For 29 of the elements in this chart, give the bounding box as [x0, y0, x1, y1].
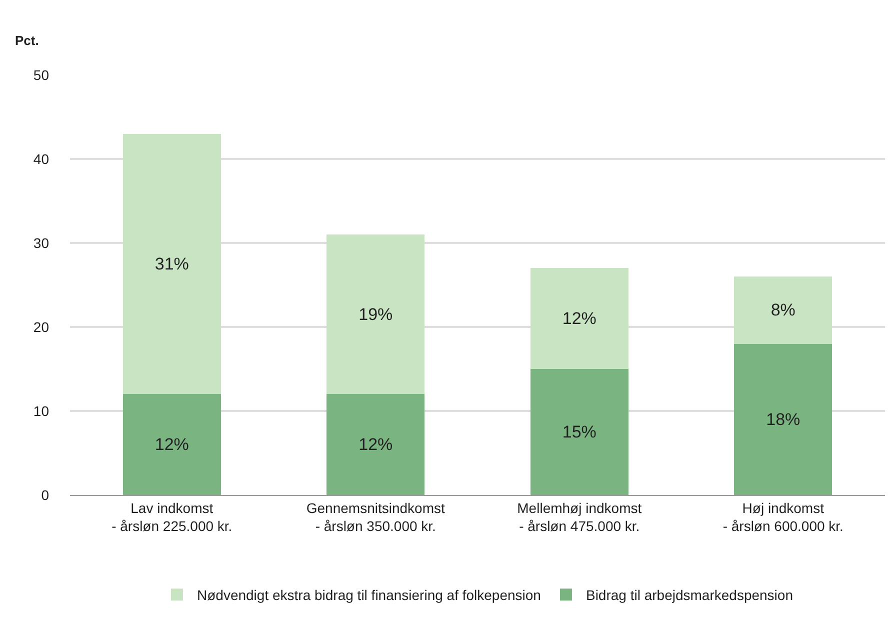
x-tick-label: Gennemsnitsindkomst - årsløn 350.000 kr.: [306, 500, 445, 534]
bar: [530, 268, 628, 369]
data-label: 8%: [770, 300, 796, 320]
y-tick-label: 50: [33, 66, 50, 83]
data-label: 12%: [358, 435, 393, 454]
data-label: 19%: [358, 304, 393, 324]
y-tick-label: 20: [33, 318, 50, 335]
data-label: 12%: [154, 435, 189, 454]
legend-label: Nødvendigt ekstra bidrag til finansiering af folkepension: [197, 587, 541, 604]
bar: [122, 394, 221, 495]
x-tick-label: Høj indkomst - årsløn 600.000 kr.: [722, 500, 844, 534]
x-tick-label: Mellemhøj indkomst - årsløn 475.000 kr.: [517, 500, 642, 534]
x-tick-label: Lav indkomst - årsløn 225.000 kr.: [112, 500, 232, 534]
bar: [326, 234, 425, 394]
bar: [530, 369, 628, 495]
bar: [326, 394, 425, 495]
y-axis-title: Pct.: [15, 33, 39, 48]
y-tick-label: 10: [33, 402, 50, 419]
bar: [122, 134, 221, 394]
y-tick-label: 0: [41, 486, 50, 503]
legend-label: Bidrag til arbejdsmarkedspension: [586, 587, 793, 604]
data-label: 12%: [562, 309, 596, 328]
y-tick-label: 30: [33, 234, 50, 251]
y-tick-label: 40: [33, 150, 50, 167]
data-label: 31%: [154, 254, 189, 274]
bar: [734, 276, 832, 344]
data-label: 15%: [562, 422, 596, 442]
data-label: 18%: [766, 410, 800, 429]
bar: [734, 344, 832, 495]
